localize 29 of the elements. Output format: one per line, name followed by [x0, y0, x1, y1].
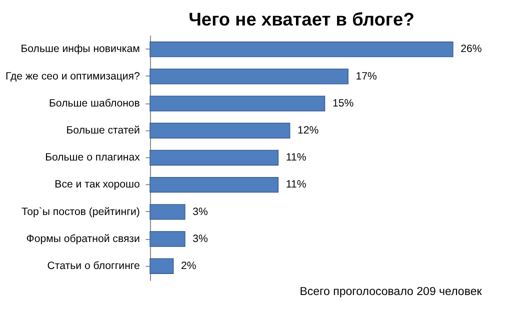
data-label: 3% — [192, 232, 209, 245]
y-tick-label: Все и так хорошо — [54, 178, 140, 191]
data-label: 2% — [181, 260, 197, 272]
data-label: 15% — [332, 97, 354, 110]
y-tick-label: Где же сео и оптимизация? — [5, 70, 140, 82]
y-tick-label: Тор`ы постов (рейтинги) — [21, 206, 140, 218]
data-label: 26% — [460, 43, 482, 56]
data-label: 11% — [286, 152, 307, 164]
y-tick-label: Статьи о блоггинге — [47, 260, 140, 272]
data-label: 17% — [356, 70, 378, 82]
bar — [150, 204, 186, 220]
data-label: 12% — [298, 124, 320, 137]
data-label: 3% — [192, 206, 209, 218]
data-label: 11% — [286, 178, 307, 191]
y-tick-label: Больше о плагинах — [45, 152, 141, 164]
bar — [150, 122, 290, 138]
bar — [150, 176, 279, 193]
y-tick-label: Больше шаблонов — [48, 97, 140, 110]
y-tick-label: Формы обратной связи — [26, 232, 140, 245]
bar — [150, 42, 454, 58]
y-tick-label: Больше инфы новичкам — [20, 43, 140, 56]
bar — [150, 231, 186, 247]
chart-title: Чего не хватает в блоге? — [188, 8, 414, 30]
text: Всего проголосовало 209 человек — [300, 286, 483, 298]
bar — [150, 258, 174, 274]
y-tick-label: Больше статей — [66, 124, 140, 137]
bar — [150, 150, 279, 166]
bar — [150, 68, 348, 84]
bar — [150, 96, 326, 112]
